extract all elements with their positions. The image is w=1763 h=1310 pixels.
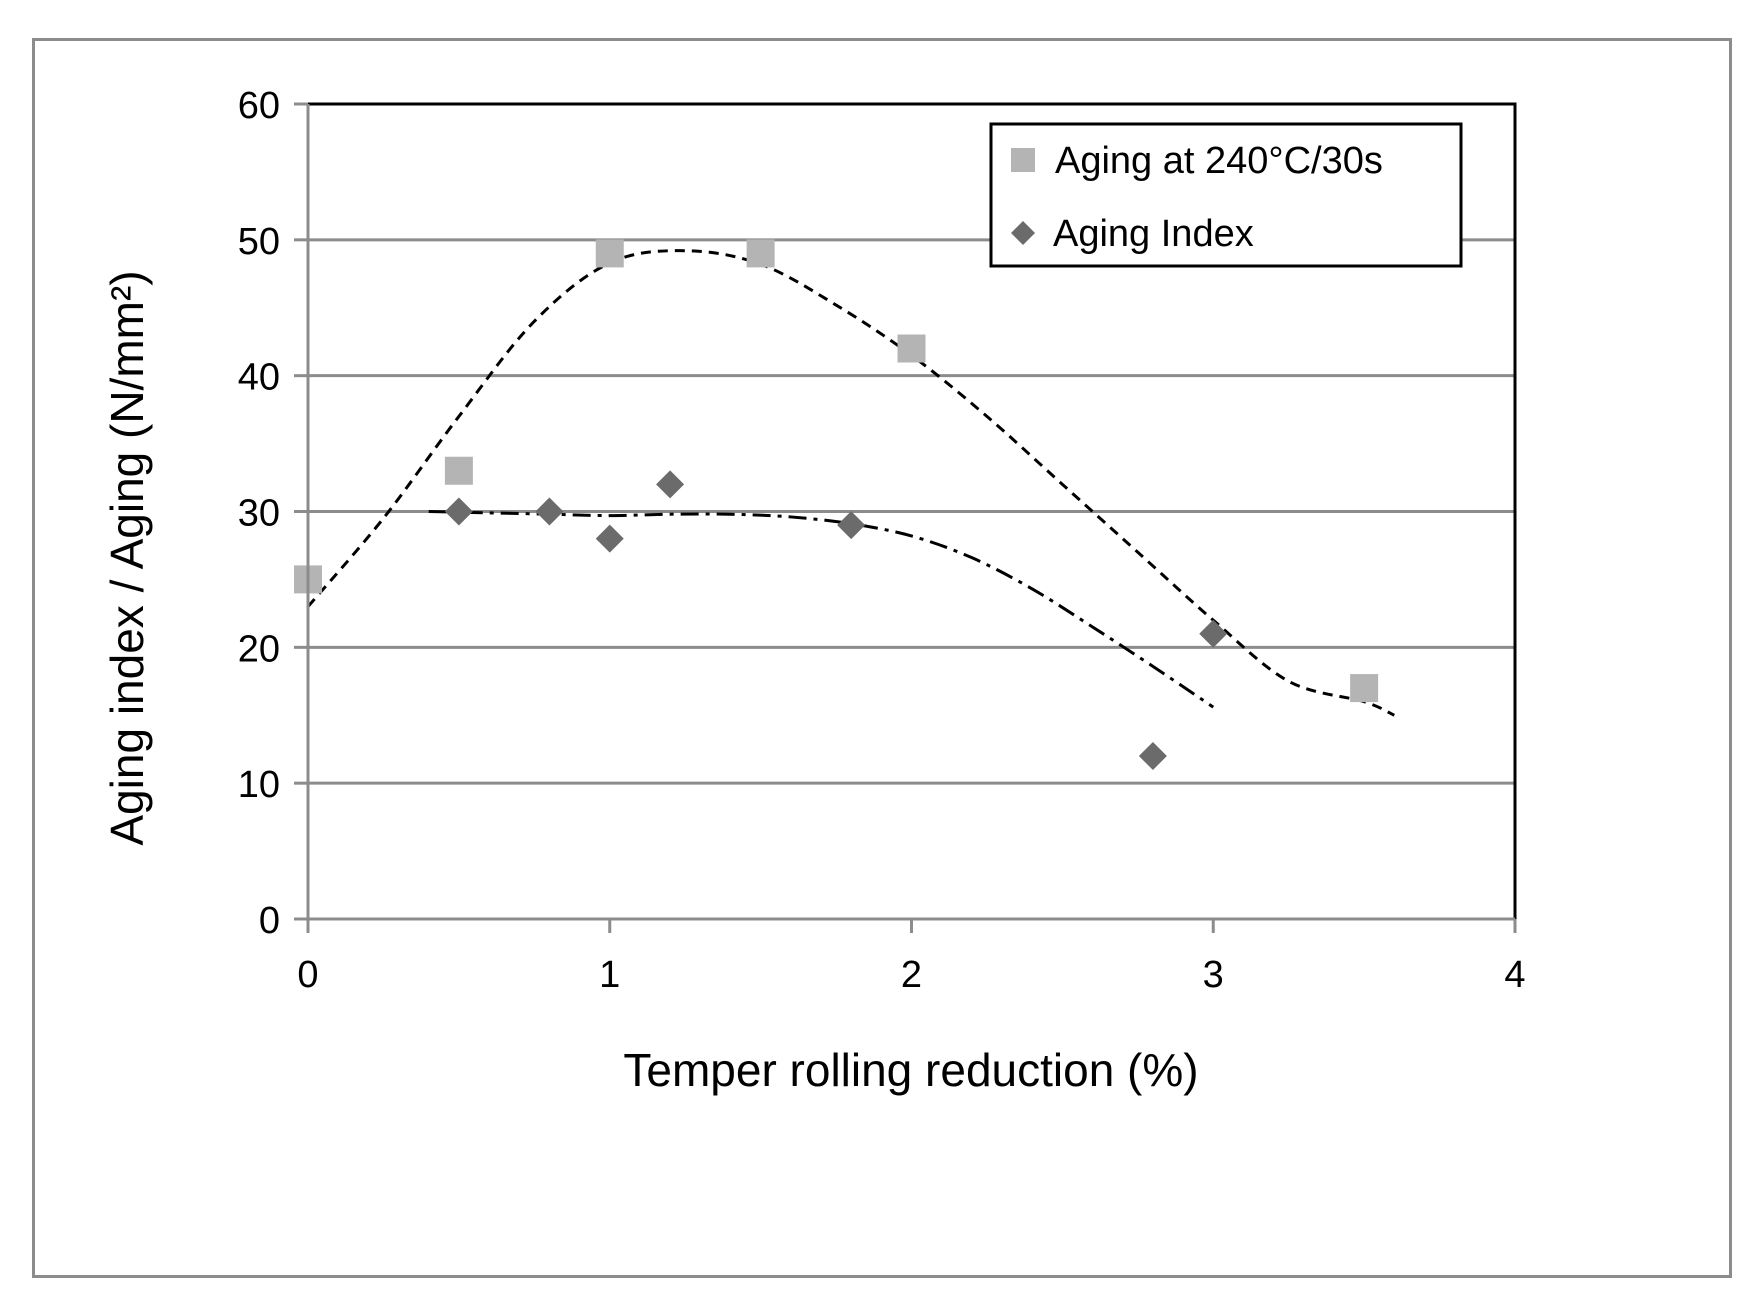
point-aging-index (444, 497, 473, 526)
x-tick-label: 4 (1504, 954, 1525, 996)
y-tick-label: 50 (238, 221, 280, 263)
x-tick-label: 0 (297, 954, 318, 996)
point-aging (897, 334, 926, 363)
legend-label-aging: Aging at 240°C/30s (1055, 140, 1383, 182)
x-tick-label: 3 (1203, 954, 1224, 996)
point-aging-index (1199, 619, 1228, 648)
x-axis-title: Temper rolling reduction (%) (623, 1044, 1198, 1096)
y-tick-label: 30 (238, 493, 280, 535)
point-aging-index (595, 524, 624, 553)
grid-lines (308, 238, 1515, 785)
point-aging-index (837, 511, 866, 540)
point-aging (444, 456, 473, 485)
chart-frame: 0 10 20 30 40 50 60 0 1 2 3 4 Temper rolling reduct… (32, 38, 1732, 1278)
y-tick-label: 0 (259, 900, 280, 942)
y-tick-label: 20 (238, 628, 280, 670)
y-tick-label: 40 (238, 357, 280, 399)
point-aging (746, 239, 775, 268)
trendline-aging-index (428, 510, 1215, 709)
point-aging-index (1138, 742, 1167, 770)
data-points (294, 239, 1379, 770)
legend-box (989, 122, 1463, 268)
point-aging (595, 239, 624, 268)
x-tick-label: 2 (901, 954, 922, 996)
chart: 0 10 20 30 40 50 60 0 1 2 3 4 Temper rolling reduct… (101, 85, 1526, 1096)
x-tick-label: 1 (599, 954, 620, 996)
point-aging (1350, 674, 1379, 703)
trendline-aging (306, 249, 1395, 717)
legend-label-aging-index: Aging Index (1053, 213, 1254, 255)
y-tick-label: 60 (238, 85, 280, 127)
legend-marker-aging-index (1011, 221, 1035, 245)
legend: Aging at 240°C/30s Aging Index (989, 122, 1463, 268)
y-tick-label: 10 (238, 764, 280, 806)
trendlines (306, 249, 1395, 717)
tick-labels: 0 10 20 30 40 50 60 0 1 2 3 4 (238, 85, 1526, 996)
point-aging-index (535, 497, 564, 526)
point-aging-index (656, 470, 685, 499)
y-axis-title: Aging index / Aging (N/mm²) (101, 270, 153, 845)
legend-marker-aging (1011, 148, 1035, 172)
